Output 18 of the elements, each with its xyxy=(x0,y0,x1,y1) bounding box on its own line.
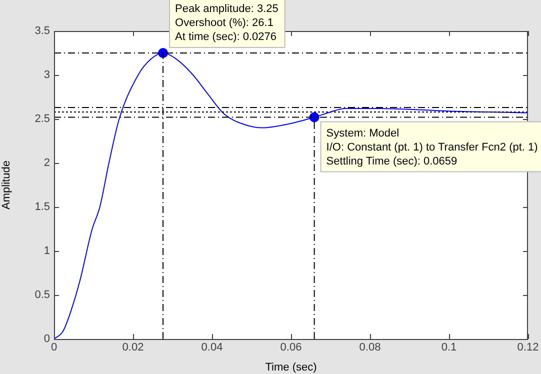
y-tick-label: 1.5 xyxy=(34,201,50,214)
x-tick-label: 0.1 xyxy=(441,342,457,354)
x-tick-label: 0.02 xyxy=(122,342,144,354)
x-tick-label: 0.08 xyxy=(359,342,381,354)
x-axis-title: Time (sec) xyxy=(265,361,317,374)
y-tick-label: 3 xyxy=(44,69,50,82)
x-tick-label: 0.12 xyxy=(517,342,539,354)
y-tick-label: 2.5 xyxy=(34,113,50,126)
y-tick-label: 2 xyxy=(44,157,50,170)
x-tick-label: 0.06 xyxy=(280,342,302,354)
y-tick-label: 1 xyxy=(44,245,50,258)
y-tick-label: 0.5 xyxy=(34,289,50,302)
y-tick-label: 0 xyxy=(44,333,50,346)
annotation: System: Model I/O: Constant (pt. 1) to Transfer Fcn2 (pt. 1) Settling Time (sec): 0.0659 xyxy=(326,127,538,168)
y-axis-title: Amplitude xyxy=(0,160,13,210)
x-tick-label: 0.04 xyxy=(201,342,223,354)
annotation: Peak amplitude: 3.25 Overshoot (%): 26.1 At time (sec): 0.0276 xyxy=(175,3,278,44)
y-tick-label: 3.5 xyxy=(34,25,50,38)
